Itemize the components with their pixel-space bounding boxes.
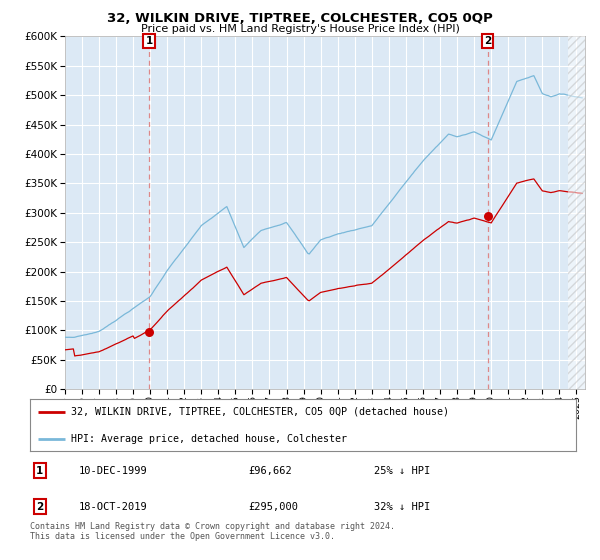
Text: 1: 1	[36, 465, 43, 475]
Text: 32% ↓ HPI: 32% ↓ HPI	[374, 502, 430, 512]
Text: 2: 2	[484, 36, 491, 46]
Text: Price paid vs. HM Land Registry's House Price Index (HPI): Price paid vs. HM Land Registry's House …	[140, 24, 460, 34]
Text: HPI: Average price, detached house, Colchester: HPI: Average price, detached house, Colc…	[71, 435, 347, 444]
Text: £295,000: £295,000	[248, 502, 298, 512]
Text: 18-OCT-2019: 18-OCT-2019	[79, 502, 148, 512]
Text: 1: 1	[145, 36, 152, 46]
Text: 2: 2	[36, 502, 43, 512]
Text: 32, WILKIN DRIVE, TIPTREE, COLCHESTER, CO5 0QP: 32, WILKIN DRIVE, TIPTREE, COLCHESTER, C…	[107, 12, 493, 25]
Text: Contains HM Land Registry data © Crown copyright and database right 2024.
This d: Contains HM Land Registry data © Crown c…	[30, 522, 395, 542]
Text: 25% ↓ HPI: 25% ↓ HPI	[374, 465, 430, 475]
Text: 32, WILKIN DRIVE, TIPTREE, COLCHESTER, CO5 0QP (detached house): 32, WILKIN DRIVE, TIPTREE, COLCHESTER, C…	[71, 407, 449, 417]
Text: 10-DEC-1999: 10-DEC-1999	[79, 465, 148, 475]
Bar	[568, 36, 585, 389]
Text: £96,662: £96,662	[248, 465, 292, 475]
